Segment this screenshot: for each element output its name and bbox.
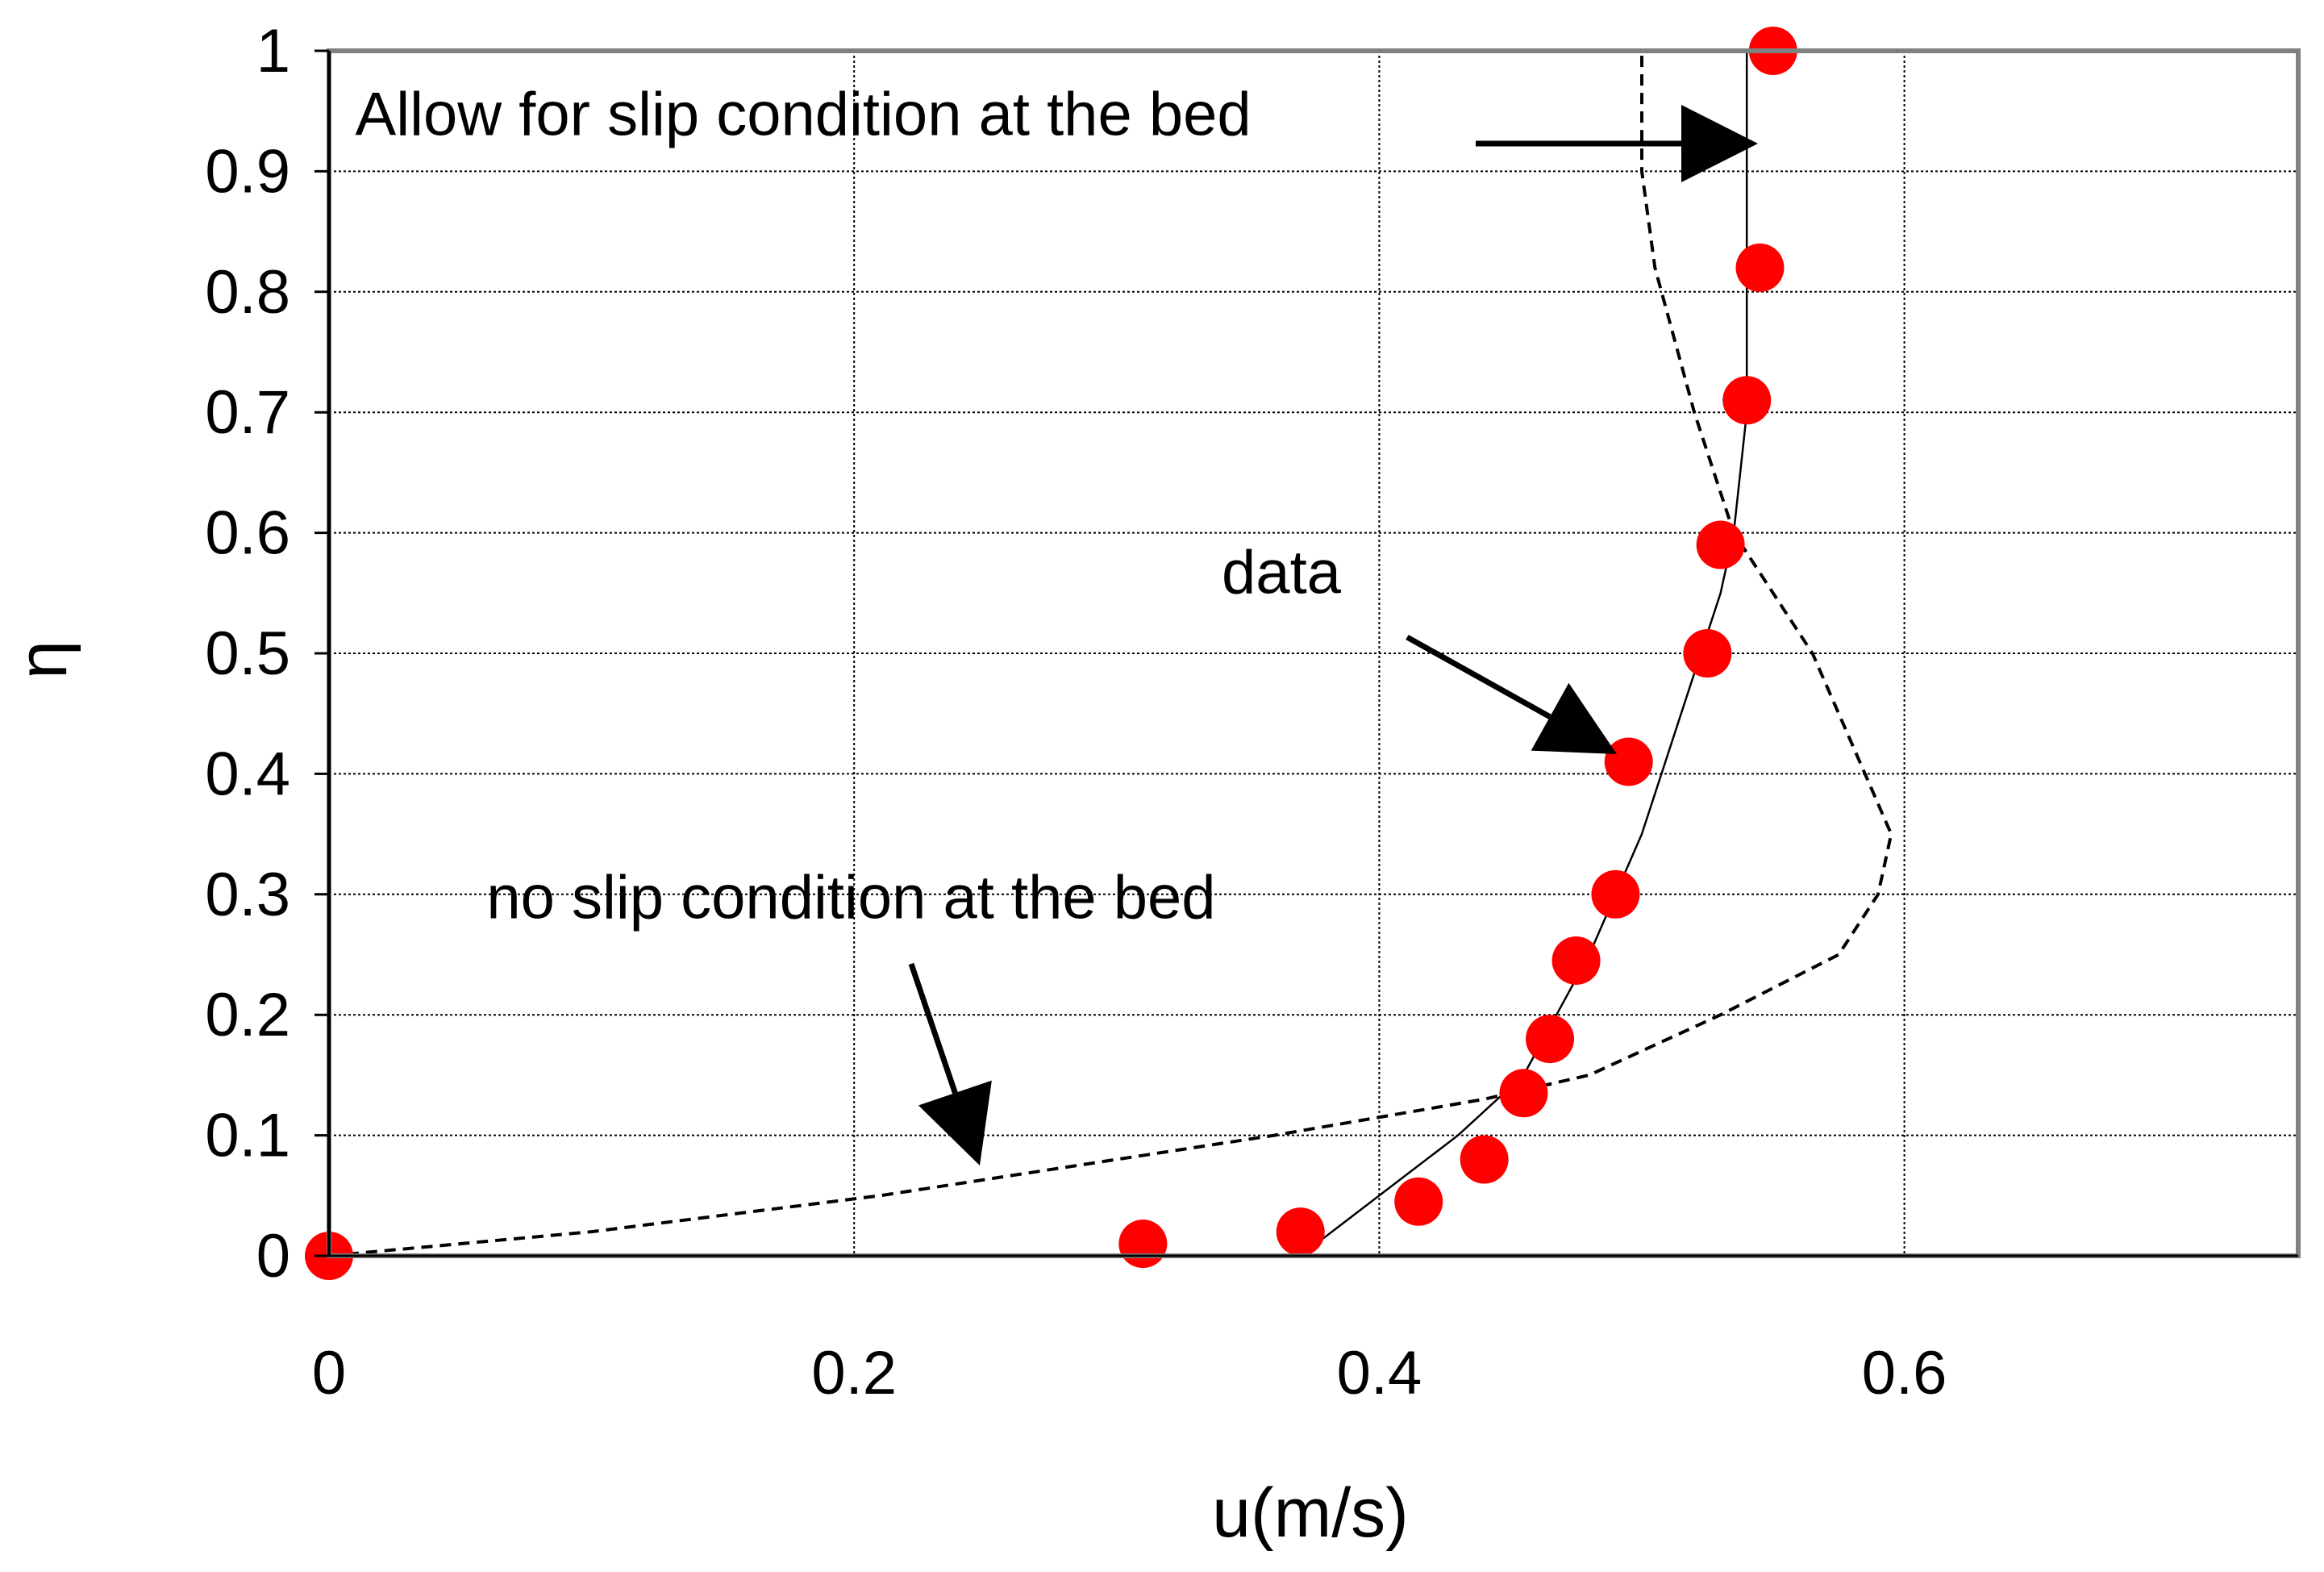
annotation-arrow-head (1681, 105, 1758, 182)
x-tick-label: 0.4 (1337, 1339, 1422, 1407)
annotation-label: Allow for slip condition at the bed (356, 81, 1252, 149)
data-point (1276, 1207, 1325, 1257)
y-tick-label: 0.3 (205, 861, 290, 929)
data-point (1551, 936, 1601, 985)
data-point (1604, 737, 1653, 786)
y-tick-label: 0.6 (205, 499, 290, 568)
annotation-arrow-head (1531, 682, 1617, 754)
x-tick-label: 0.2 (811, 1339, 897, 1407)
y-tick-label: 1 (256, 17, 290, 85)
data-point (1683, 629, 1732, 678)
y-tick-label: 0.7 (205, 378, 290, 447)
y-tick-label: 0.8 (205, 258, 290, 327)
data-point (1735, 243, 1785, 292)
y-tick-label: 0.1 (205, 1102, 290, 1170)
annotation-label: data (1222, 538, 1342, 607)
data-point (1591, 869, 1640, 919)
y-axis-title: η (4, 640, 81, 679)
annotation-label: no slip condition at the bed (486, 864, 1215, 932)
data-point (1118, 1220, 1168, 1269)
data-point (1696, 520, 1745, 569)
annotation-arrow-shaft (908, 962, 958, 1095)
no-slip-curve (328, 51, 1893, 1257)
data-point (1460, 1135, 1509, 1184)
y-tick-label: 0.2 (205, 981, 290, 1049)
data-point (1722, 376, 1772, 425)
data-point (1394, 1177, 1443, 1226)
y-tick-label: 0.5 (205, 619, 290, 688)
x-axis-title: u(m/s) (1212, 1474, 1409, 1552)
y-tick-label: 0 (256, 1222, 290, 1291)
data-point (1499, 1069, 1548, 1118)
annotation-arrow-shaft (1406, 634, 1551, 719)
data-point (1526, 1015, 1575, 1064)
y-tick-label: 0.9 (205, 137, 290, 206)
y-tick-label: 0.4 (205, 740, 290, 808)
x-tick-label: 0.6 (1862, 1339, 1947, 1407)
x-tick-label: 0 (312, 1339, 346, 1407)
annotation-arrow-head (918, 1080, 992, 1165)
